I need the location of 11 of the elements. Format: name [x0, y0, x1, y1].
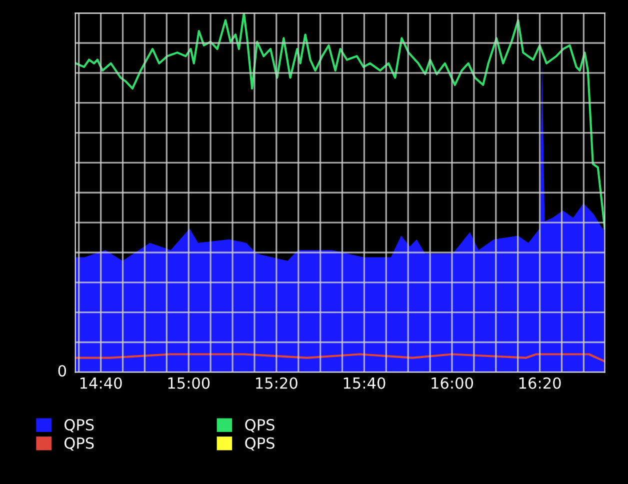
- x-tick-label: 16:00: [432, 377, 473, 389]
- x-tick-label: 15:00: [168, 377, 210, 389]
- legend-label: QPS: [245, 437, 274, 451]
- legend-label: QPS: [64, 419, 94, 432]
- text: 0: [58, 365, 66, 377]
- x-tick-label: 15:20: [256, 377, 298, 389]
- x-tick-label: 14:40: [80, 377, 122, 389]
- legend-label: QPS: [64, 437, 94, 451]
- legend-label: QPS: [245, 419, 274, 432]
- x-tick-label: 16:20: [519, 377, 561, 389]
- x-tick-label: 15:40: [344, 377, 386, 389]
